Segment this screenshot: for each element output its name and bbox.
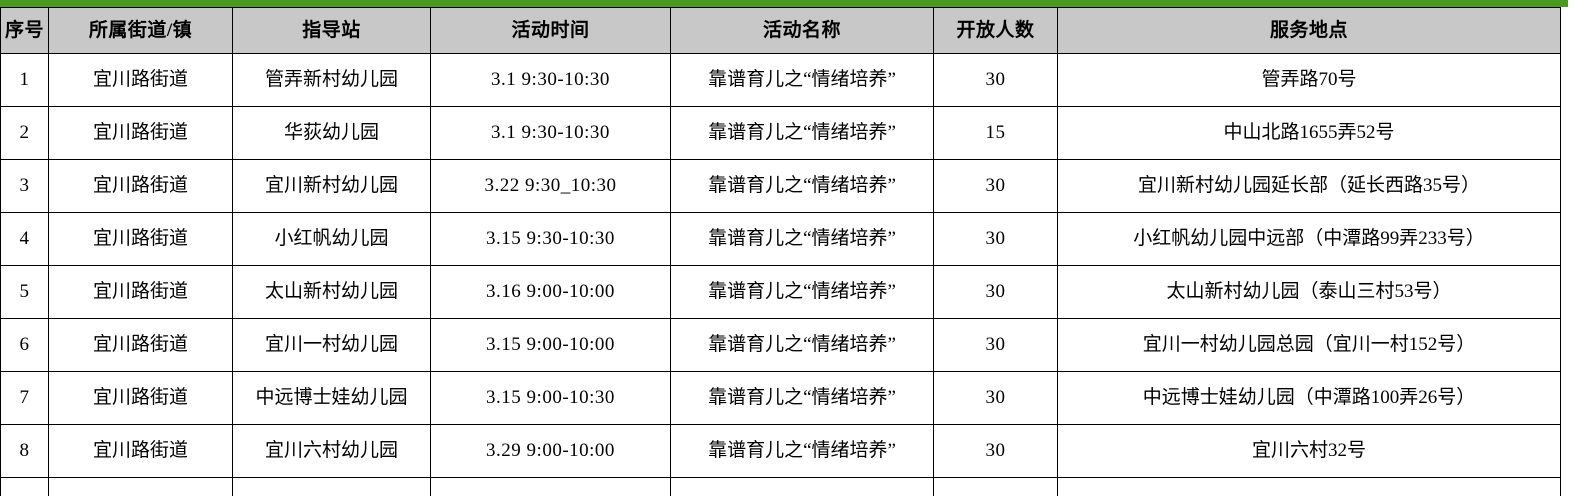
table-row: 5 宜川路街道 太山新村幼儿园 3.16 9:00-10:00 靠谱育儿之“情绪… <box>1 266 1561 319</box>
cell-capacity: 30 <box>934 160 1058 213</box>
column-header-seq: 序号 <box>1 8 49 54</box>
cell-activity: 靠谱育儿之“情绪培养” <box>671 54 934 107</box>
cell-place: 管弄路70号 <box>1058 54 1561 107</box>
cell-time: 3.1 9:30-10:30 <box>431 107 671 160</box>
cell-time: 3.22 9:30_10:30 <box>431 160 671 213</box>
cell-time-partial <box>431 478 671 496</box>
table-row: 2 宜川路街道 华荻幼儿园 3.1 9:30-10:30 靠谱育儿之“情绪培养”… <box>1 107 1561 160</box>
cell-station: 小红帆幼儿园 <box>233 213 431 266</box>
cell-seq: 5 <box>1 266 49 319</box>
cell-time: 3.16 9:00-10:00 <box>431 266 671 319</box>
cell-capacity: 30 <box>934 213 1058 266</box>
cell-station: 宜川新村幼儿园 <box>233 160 431 213</box>
cell-place: 中远博士娃幼儿园（中潭路100弄26号） <box>1058 372 1561 425</box>
cell-street: 宜川路街道 <box>49 213 233 266</box>
cell-street: 宜川路街道 <box>49 372 233 425</box>
table-header-row: 序号 所属街道/镇 指导站 活动时间 活动名称 开放人数 服务地点 <box>1 8 1561 54</box>
cell-place: 宜川六村32号 <box>1058 425 1561 478</box>
cell-activity: 靠谱育儿之“情绪培养” <box>671 266 934 319</box>
table-row: 7 宜川路街道 中远博士娃幼儿园 3.15 9:00-10:30 靠谱育儿之“情… <box>1 372 1561 425</box>
cell-capacity: 30 <box>934 319 1058 372</box>
cell-time: 3.15 9:30-10:30 <box>431 213 671 266</box>
cell-place-partial <box>1058 478 1561 496</box>
cell-station: 太山新村幼儿园 <box>233 266 431 319</box>
cell-station: 华荻幼儿园 <box>233 107 431 160</box>
cell-capacity: 30 <box>934 425 1058 478</box>
cell-station: 宜川一村幼儿园 <box>233 319 431 372</box>
cell-seq-partial <box>1 478 49 496</box>
cell-station: 中远博士娃幼儿园 <box>233 372 431 425</box>
top-accent-bar <box>0 0 1568 7</box>
column-header-activity: 活动名称 <box>671 8 934 54</box>
cell-capacity: 30 <box>934 266 1058 319</box>
table-row-partial <box>1 478 1561 496</box>
cell-street-partial <box>49 478 233 496</box>
cell-street: 宜川路街道 <box>49 54 233 107</box>
cell-street: 宜川路街道 <box>49 266 233 319</box>
cell-capacity: 30 <box>934 372 1058 425</box>
cell-place: 宜川新村幼儿园延长部（延长西路35号） <box>1058 160 1561 213</box>
cell-street: 宜川路街道 <box>49 160 233 213</box>
cell-time: 3.29 9:00-10:00 <box>431 425 671 478</box>
cell-capacity-partial <box>934 478 1058 496</box>
column-header-capacity: 开放人数 <box>934 8 1058 54</box>
cell-activity: 靠谱育儿之“情绪培养” <box>671 107 934 160</box>
cell-activity: 靠谱育儿之“情绪培养” <box>671 372 934 425</box>
cell-time: 3.1 9:30-10:30 <box>431 54 671 107</box>
cell-street: 宜川路街道 <box>49 107 233 160</box>
cell-seq: 7 <box>1 372 49 425</box>
table-row: 6 宜川路街道 宜川一村幼儿园 3.15 9:00-10:00 靠谱育儿之“情绪… <box>1 319 1561 372</box>
table-row: 1 宜川路街道 管弄新村幼儿园 3.1 9:30-10:30 靠谱育儿之“情绪培… <box>1 54 1561 107</box>
column-header-place: 服务地点 <box>1058 8 1561 54</box>
schedule-table-container: 序号 所属街道/镇 指导站 活动时间 活动名称 开放人数 服务地点 1 宜川路街… <box>0 0 1575 484</box>
table-row: 3 宜川路街道 宜川新村幼儿园 3.22 9:30_10:30 靠谱育儿之“情绪… <box>1 160 1561 213</box>
cell-activity: 靠谱育儿之“情绪培养” <box>671 319 934 372</box>
cell-capacity: 15 <box>934 107 1058 160</box>
cell-time: 3.15 9:00-10:30 <box>431 372 671 425</box>
cell-place: 小红帆幼儿园中远部（中潭路99弄233号） <box>1058 213 1561 266</box>
cell-seq: 6 <box>1 319 49 372</box>
cell-activity-partial <box>671 478 934 496</box>
cell-street: 宜川路街道 <box>49 319 233 372</box>
cell-seq: 3 <box>1 160 49 213</box>
table-row: 4 宜川路街道 小红帆幼儿园 3.15 9:30-10:30 靠谱育儿之“情绪培… <box>1 213 1561 266</box>
cell-time: 3.15 9:00-10:00 <box>431 319 671 372</box>
table-header: 序号 所属街道/镇 指导站 活动时间 活动名称 开放人数 服务地点 <box>1 8 1561 54</box>
cell-activity: 靠谱育儿之“情绪培养” <box>671 213 934 266</box>
cell-station: 宜川六村幼儿园 <box>233 425 431 478</box>
cell-activity: 靠谱育儿之“情绪培养” <box>671 425 934 478</box>
column-header-street: 所属街道/镇 <box>49 8 233 54</box>
cell-seq: 4 <box>1 213 49 266</box>
cell-station-partial <box>233 478 431 496</box>
table-row: 8 宜川路街道 宜川六村幼儿园 3.29 9:00-10:00 靠谱育儿之“情绪… <box>1 425 1561 478</box>
cell-seq: 8 <box>1 425 49 478</box>
cell-activity: 靠谱育儿之“情绪培养” <box>671 160 934 213</box>
activity-schedule-table: 序号 所属街道/镇 指导站 活动时间 活动名称 开放人数 服务地点 1 宜川路街… <box>0 7 1561 496</box>
table-body: 1 宜川路街道 管弄新村幼儿园 3.1 9:30-10:30 靠谱育儿之“情绪培… <box>1 54 1561 496</box>
cell-capacity: 30 <box>934 54 1058 107</box>
column-header-station: 指导站 <box>233 8 431 54</box>
cell-street: 宜川路街道 <box>49 425 233 478</box>
cell-station: 管弄新村幼儿园 <box>233 54 431 107</box>
cell-place: 宜川一村幼儿园总园（宜川一村152号） <box>1058 319 1561 372</box>
column-header-time: 活动时间 <box>431 8 671 54</box>
cell-seq: 1 <box>1 54 49 107</box>
cell-place: 太山新村幼儿园（泰山三村53号） <box>1058 266 1561 319</box>
cell-seq: 2 <box>1 107 49 160</box>
cell-place: 中山北路1655弄52号 <box>1058 107 1561 160</box>
